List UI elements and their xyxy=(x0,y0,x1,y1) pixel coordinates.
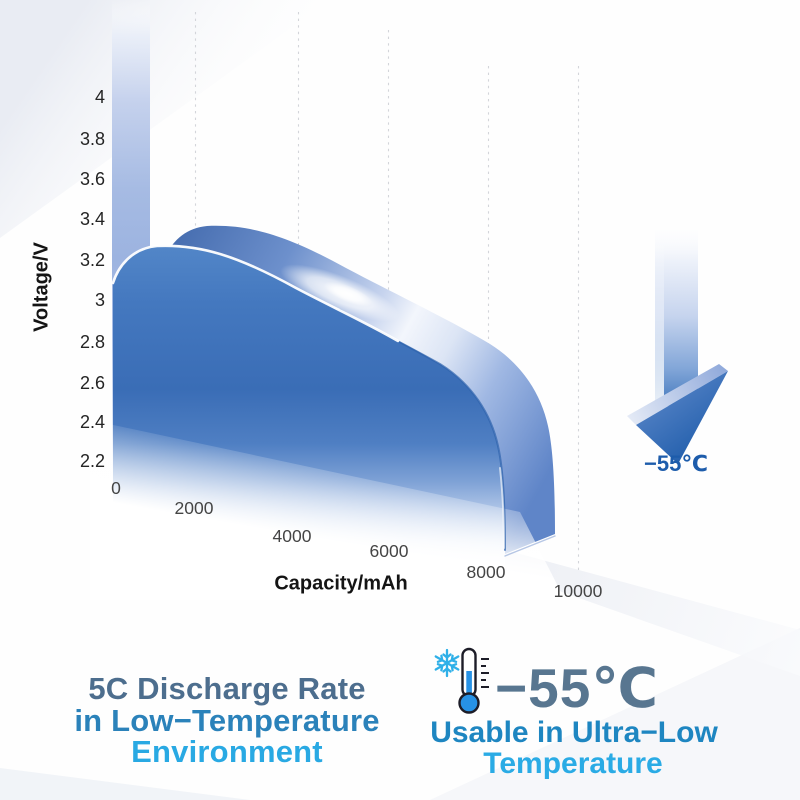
band-glare xyxy=(280,264,400,322)
facet-bottom-right xyxy=(430,628,800,800)
x-axis-title: Capacity/mAh xyxy=(274,572,408,595)
snowflake-icon xyxy=(434,648,460,678)
y-tick: 3.6 xyxy=(79,169,105,189)
y-tick: 2.4 xyxy=(79,412,105,432)
caption-left-line2: in Low−Temperature xyxy=(74,702,380,738)
y-axis-title: Voltage/V xyxy=(30,242,53,332)
x-tick: 4000 xyxy=(272,526,312,546)
y-tick: 4 xyxy=(94,87,105,107)
caption-right-line2: Temperature xyxy=(483,747,663,780)
caption-right-line1: Usable in Ultra−Low xyxy=(430,716,718,749)
thermometer-icon xyxy=(458,647,489,714)
x-tick: 6000 xyxy=(369,541,409,561)
y-tick: 2.8 xyxy=(79,332,105,352)
x-tick: 8000 xyxy=(466,562,506,582)
caption-left-line3: Environment xyxy=(131,734,323,769)
down-arrow-3d-icon xyxy=(627,222,728,464)
x-tick: 10000 xyxy=(553,581,603,601)
y-tick: 2.2 xyxy=(79,451,105,471)
curve-edge-lines xyxy=(111,244,556,557)
caption-left-line1: 5C Discharge Rate xyxy=(88,671,366,706)
facet-top-left xyxy=(0,0,330,238)
big-temperature-value: −55℃ xyxy=(495,657,659,719)
y-tick: 3.2 xyxy=(79,250,105,270)
facet-bottom-left xyxy=(0,768,250,800)
y-tick: 3.4 xyxy=(79,209,105,229)
y-tick: 3.8 xyxy=(79,129,105,149)
bottom-fade xyxy=(90,420,565,600)
y-tick: 2.6 xyxy=(79,373,105,393)
caption-left: 5C Discharge Rate in Low−Temperature Env… xyxy=(74,673,379,768)
arrowhead-bevel xyxy=(627,364,728,425)
y-tick: 3 xyxy=(94,290,105,310)
floor-shadow-wedge xyxy=(498,548,800,676)
arrowhead-face xyxy=(636,371,728,464)
x-tick: 0 xyxy=(111,478,121,498)
x-tick: 2000 xyxy=(174,498,214,518)
arrow-temperature-label: −55℃ xyxy=(644,451,708,476)
